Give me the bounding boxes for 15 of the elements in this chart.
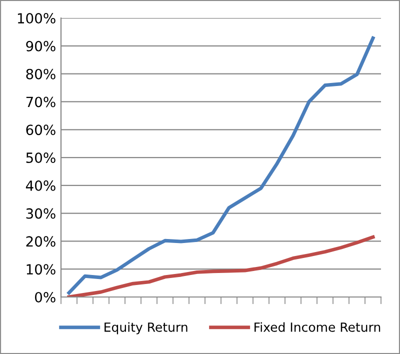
y-tick-label: 100% <box>18 13 56 24</box>
legend-label: Fixed Income Return <box>254 322 380 332</box>
y-tick-label: 50% <box>26 152 56 164</box>
y-tick-label: 0% <box>35 292 56 302</box>
line-series <box>67 235 375 298</box>
y-tick-label: 80% <box>26 68 56 80</box>
y-tick-label: 20% <box>26 236 56 247</box>
y-tick-label: 40% <box>26 180 56 191</box>
legend-label: Equity Return <box>104 322 188 334</box>
y-tick-label: 90% <box>26 40 56 52</box>
y-tick-label: 10% <box>26 264 56 275</box>
y-tick-label: 30% <box>26 208 56 219</box>
y-tick-label: 70% <box>26 96 56 108</box>
line-series <box>67 36 375 295</box>
y-tick-label: 60% <box>26 124 56 136</box>
